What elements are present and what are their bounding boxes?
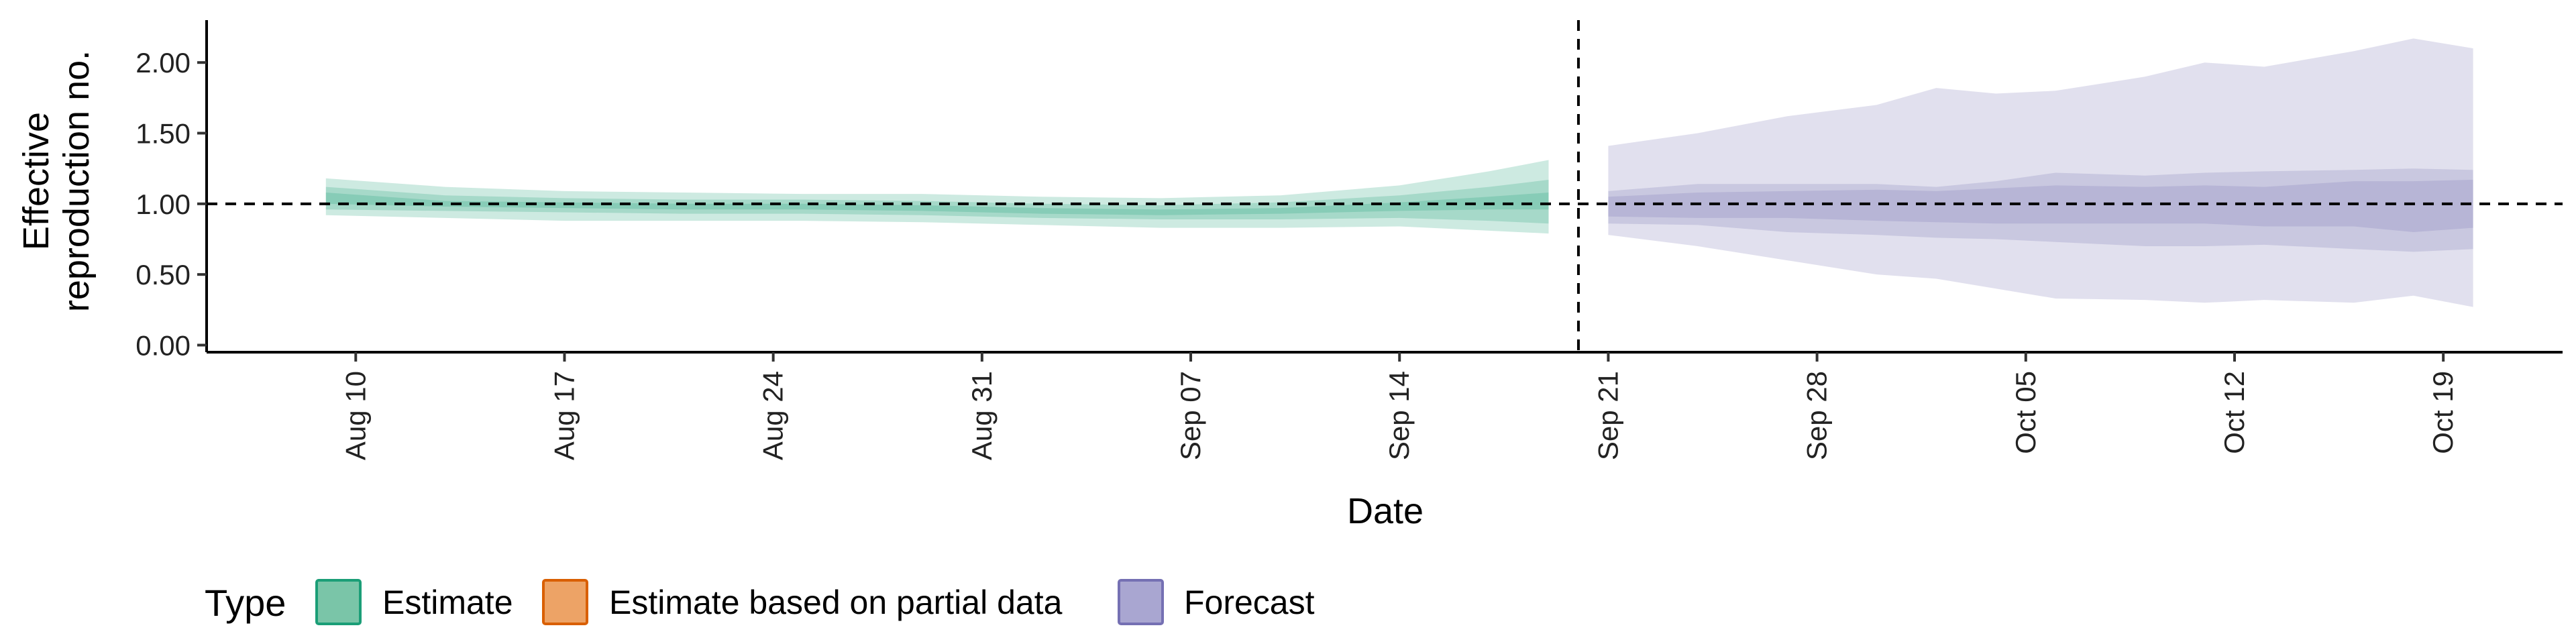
x-axis-title: Date <box>1347 491 1424 531</box>
legend-swatch-partial <box>542 579 588 625</box>
forecast-mid-band <box>1608 168 2473 252</box>
x-tick-label: Oct 05 <box>2010 371 2041 454</box>
x-tick-label: Oct 19 <box>2427 371 2459 454</box>
y-tick-label: 1.00 <box>136 189 191 220</box>
legend: Type Estimate Estimate based on partial … <box>205 579 1315 625</box>
y-axis-title-line-2: reproduction no. <box>56 50 97 312</box>
legend-swatch-forecast <box>1118 579 1164 625</box>
legend-title: Type <box>205 582 286 624</box>
reference-lines <box>207 20 2563 352</box>
estimate-inner-band <box>325 193 1549 215</box>
x-tick-label: Sep 28 <box>1801 371 1833 460</box>
y-tick-label: 0.50 <box>136 259 191 290</box>
legend-label-forecast: Forecast <box>1184 584 1315 621</box>
ribbon-layer <box>325 38 2473 307</box>
x-tick-label: Aug 31 <box>966 371 998 460</box>
x-tick-label: Oct 12 <box>2218 371 2250 454</box>
legend-label-estimate: Estimate <box>382 584 513 621</box>
y-tick-label: 1.50 <box>136 118 191 150</box>
estimate-outer-band <box>325 160 1549 234</box>
estimate-mid-band <box>325 180 1549 224</box>
y-axis-title: Effective reproduction no. <box>16 50 97 312</box>
axes-layer: 0.00 0.50 1.00 1.50 2.00 Aug 10 Aug 17 Aug 24 Au… <box>136 20 2563 460</box>
legend-label-partial: Estimate based on partial data <box>609 584 1063 621</box>
y-tick-label: 2.00 <box>136 47 191 78</box>
x-tick-label: Aug 10 <box>339 371 371 460</box>
y-axis-title-line-1: Effective <box>16 112 56 250</box>
x-tick-label: Aug 24 <box>757 371 789 460</box>
y-tick-label: 0.00 <box>136 329 191 361</box>
forecast-inner-band <box>1608 180 2473 232</box>
x-tick-label: Sep 07 <box>1175 371 1206 460</box>
x-tick-label: Sep 21 <box>1592 371 1623 460</box>
forecast-outer-band <box>1608 38 2473 307</box>
legend-swatch-estimate <box>315 579 362 625</box>
x-tick-label: Aug 17 <box>548 371 580 460</box>
x-tick-label: Sep 14 <box>1383 371 1415 460</box>
